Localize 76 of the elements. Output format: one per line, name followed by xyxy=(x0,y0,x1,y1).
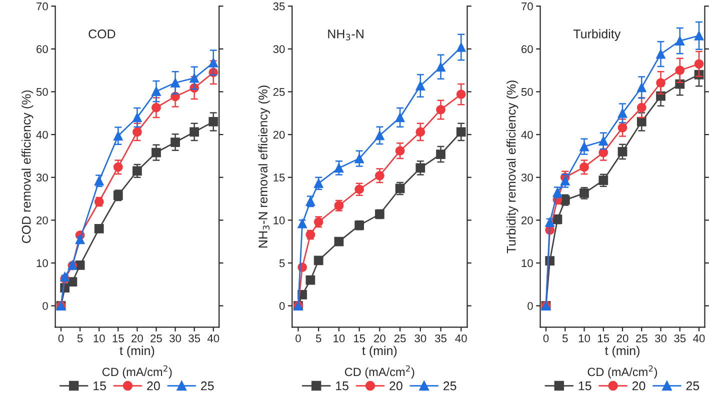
y-tick-label: 0 xyxy=(528,302,533,310)
x-tick-label: 30 xyxy=(170,334,182,342)
y-tick-label: 10 xyxy=(36,259,48,268)
x-axis-title: t (min) xyxy=(120,346,154,358)
x-tick-label: 25 xyxy=(150,334,162,342)
y-tick-label: 30 xyxy=(273,45,285,54)
x-tick-label: 40 xyxy=(207,334,220,342)
y-tick-label: 5 xyxy=(279,259,285,268)
x-tick-label: 15 xyxy=(112,334,124,342)
annotation: NH$_{3}$-N xyxy=(328,30,364,40)
legend-title: CD (mA/cm$^{2}$) xyxy=(102,365,172,378)
legend-label: 20 xyxy=(632,381,646,390)
point xyxy=(675,66,685,76)
legend-title: CD (mA/cm$^{2}$) xyxy=(344,365,414,378)
legend-label: 20 xyxy=(390,381,402,390)
legend-label: 15 xyxy=(94,382,106,390)
y-tick-label: 10 xyxy=(274,216,285,224)
y-tick-label: 0 xyxy=(279,302,285,310)
x-tick-label: 15 xyxy=(354,334,366,342)
point xyxy=(694,59,704,69)
y-tick-label: 0 xyxy=(42,302,48,310)
y-axis-title: Turbidity removal efficiency (%) xyxy=(506,80,518,254)
y-tick-label: 25 xyxy=(273,88,285,96)
legend-label: 20 xyxy=(147,381,160,390)
annotation: Turbidity xyxy=(573,29,621,41)
y-tick-label: 10 xyxy=(522,259,533,268)
x-tick-label: 5 xyxy=(316,334,322,342)
y-tick-label: 35 xyxy=(273,2,285,10)
x-tick-label: 10 xyxy=(94,334,105,342)
point xyxy=(598,176,608,186)
x-tick-label: 35 xyxy=(435,334,446,342)
y-tick-label: 15 xyxy=(274,174,285,182)
x-tick-label: 0 xyxy=(543,334,549,342)
legend-label: 25 xyxy=(444,381,456,390)
y-tick-label: 50 xyxy=(36,88,48,96)
y-tick-label: 20 xyxy=(36,216,48,224)
y-tick-label: 20 xyxy=(273,130,285,139)
y-tick-label: 70 xyxy=(36,2,48,10)
x-tick-label: 40 xyxy=(455,334,467,342)
x-tick-label: 30 xyxy=(414,334,426,342)
y-tick-label: 30 xyxy=(521,174,533,182)
y-tick-label: 40 xyxy=(36,130,48,139)
y-tick-label: 40 xyxy=(521,130,533,139)
legend-label: 15 xyxy=(336,382,348,390)
y-tick-label: 70 xyxy=(522,2,533,10)
x-tick-label: 10 xyxy=(334,334,345,342)
x-tick-label: 15 xyxy=(598,334,610,342)
y-tick-label: 60 xyxy=(522,45,533,54)
x-axis-title: t (min) xyxy=(362,346,397,358)
y-axis-title: NH$_{3}$-N removal efficiency (%) xyxy=(258,86,270,248)
x-tick-label: 10 xyxy=(578,334,590,342)
point xyxy=(560,176,570,186)
x-tick-label: 20 xyxy=(132,334,143,342)
y-tick-label: 60 xyxy=(36,45,48,54)
x-tick-label: 35 xyxy=(188,334,200,342)
x-tick-label: 35 xyxy=(674,334,686,342)
legend-title: CD (mA/cm$^{2}$) xyxy=(588,365,658,378)
x-tick-label: 20 xyxy=(616,334,628,342)
x-tick-label: 25 xyxy=(394,334,406,342)
x-tick-label: 0 xyxy=(296,334,301,342)
annotation: COD xyxy=(88,30,116,38)
x-tick-label: 40 xyxy=(693,334,705,342)
x-tick-label: 0 xyxy=(58,334,64,342)
x-tick-label: 20 xyxy=(374,334,386,342)
y-tick-label: 50 xyxy=(521,88,533,96)
y-tick-label: 20 xyxy=(522,216,533,224)
legend-label: 25 xyxy=(686,381,700,390)
legend-label: 15 xyxy=(578,382,592,390)
legend-label: 25 xyxy=(201,381,214,390)
x-tick-label: 5 xyxy=(562,334,568,342)
x-tick-label: 30 xyxy=(655,334,666,342)
x-axis-title: t (min) xyxy=(604,346,640,358)
y-axis-title: COD removal efficiency (%) xyxy=(22,90,34,244)
x-tick-label: 25 xyxy=(636,334,648,342)
x-tick-label: 5 xyxy=(77,334,83,342)
y-tick-label: 30 xyxy=(36,174,48,182)
